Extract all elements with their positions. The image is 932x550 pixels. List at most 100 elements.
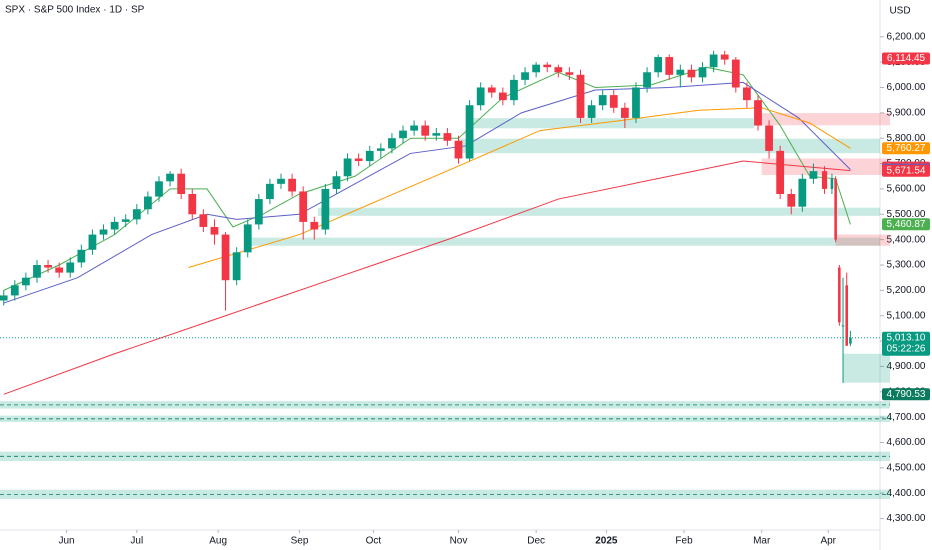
y-tick-label: 4,400.00: [887, 488, 926, 499]
price-label: 4,790.53: [887, 389, 926, 400]
x-tick-label: Oct: [366, 536, 382, 547]
candle-body: [543, 64, 552, 68]
candle-body: [144, 196, 152, 210]
price-label: 5,460.87: [887, 219, 926, 230]
price-label-bg: [882, 164, 930, 177]
price-label: 6,114.45: [887, 53, 926, 64]
candle-body: [776, 150, 785, 194]
x-tick-label: Jul: [130, 536, 143, 547]
candle-body: [299, 191, 308, 222]
zone: [843, 353, 890, 383]
x-tick-label: Feb: [675, 536, 693, 547]
x-tick-label: Apr: [820, 536, 836, 547]
candle-body: [765, 125, 773, 151]
currency[interactable]: USD: [889, 6, 910, 17]
candle-body: [476, 87, 485, 106]
candle-body: [676, 69, 685, 75]
candle-body: [410, 125, 418, 131]
candle-body: [388, 138, 396, 149]
chart-title: SPX · S&P 500 Index · 1D · SP: [5, 5, 145, 16]
candle-body: [443, 133, 452, 141]
x-tick-label: Mar: [753, 536, 771, 547]
candle-body: [243, 224, 252, 253]
candle-body: [121, 219, 130, 222]
candle-body: [132, 209, 141, 220]
candle-body: [166, 173, 174, 182]
price-label-bg: [882, 218, 930, 231]
candle-body: [343, 158, 352, 177]
moving-average: [3, 81, 851, 304]
candle-body: [841, 325, 845, 327]
candle-body: [22, 277, 30, 286]
candle-body: [99, 229, 108, 235]
price-label: 5,760.27: [887, 143, 926, 154]
candle-body: [77, 249, 86, 263]
zone: [244, 237, 880, 246]
candle-body: [177, 173, 186, 194]
candle-body: [665, 57, 674, 75]
candle-body: [254, 199, 263, 225]
candle-body: [576, 74, 585, 118]
candle-body: [66, 262, 75, 273]
candle-body: [432, 133, 441, 136]
candle-body: [354, 158, 363, 162]
candle-body: [365, 150, 374, 162]
candle-body: [110, 221, 119, 230]
candle-body: [188, 193, 197, 215]
candle-body: [821, 171, 828, 189]
candle-body: [210, 226, 219, 235]
candle-body: [465, 105, 474, 159]
zone: [465, 118, 755, 129]
price-label: 5,013.10: [887, 332, 926, 343]
x-tick-label: Sep: [291, 536, 309, 547]
candle-body: [510, 79, 518, 101]
price-label-bg: [882, 142, 930, 155]
y-tick-label: 5,900.00: [887, 107, 926, 118]
y-tick-label: 5,100.00: [887, 310, 926, 321]
zone: [761, 158, 890, 175]
candle-body: [277, 178, 285, 184]
candle-body: [598, 95, 607, 106]
candle-body: [731, 59, 740, 88]
x-tick-label: Aug: [209, 536, 227, 547]
zone: [458, 138, 880, 154]
y-tick-label: 5,800.00: [887, 133, 926, 144]
candle-body: [609, 95, 618, 108]
candle-body: [834, 178, 837, 240]
countdown: 05:22:26: [887, 343, 926, 354]
candle-body: [332, 176, 341, 189]
y-tick-label: 4,300.00: [887, 513, 926, 524]
y-tick-label: 4,600.00: [887, 437, 926, 448]
y-tick-label: 4,700.00: [887, 412, 926, 423]
candle-body: [88, 234, 97, 250]
candle-body: [709, 54, 718, 68]
candle-body: [654, 57, 663, 73]
candle-body: [698, 67, 707, 78]
candle-body: [399, 130, 407, 139]
candle-body: [376, 148, 385, 151]
candle-body: [798, 178, 807, 207]
candle-body: [838, 267, 841, 323]
candle-body: [743, 87, 751, 101]
y-tick-label: 5,400.00: [887, 234, 926, 245]
price-label-bg: [882, 52, 930, 65]
y-tick-label: 5,200.00: [887, 285, 926, 296]
candle-body: [830, 178, 834, 189]
y-tick-label: 5,500.00: [887, 209, 926, 220]
y-tick-label: 5,300.00: [887, 260, 926, 271]
candle-body: [532, 64, 541, 73]
y-tick-label: 6,200.00: [887, 31, 926, 42]
candle-body: [565, 72, 574, 75]
x-tick-label: Nov: [450, 536, 468, 547]
candle-body: [0, 295, 8, 301]
candle-body: [809, 171, 818, 179]
candle-body: [754, 100, 762, 126]
candle-body: [421, 125, 430, 136]
moving-average: [3, 160, 851, 395]
zone: [317, 207, 881, 216]
candle-body: [454, 140, 463, 159]
candle-body: [232, 252, 241, 281]
x-tick-label: Dec: [527, 536, 545, 547]
price-label: 5,671.54: [887, 165, 926, 176]
